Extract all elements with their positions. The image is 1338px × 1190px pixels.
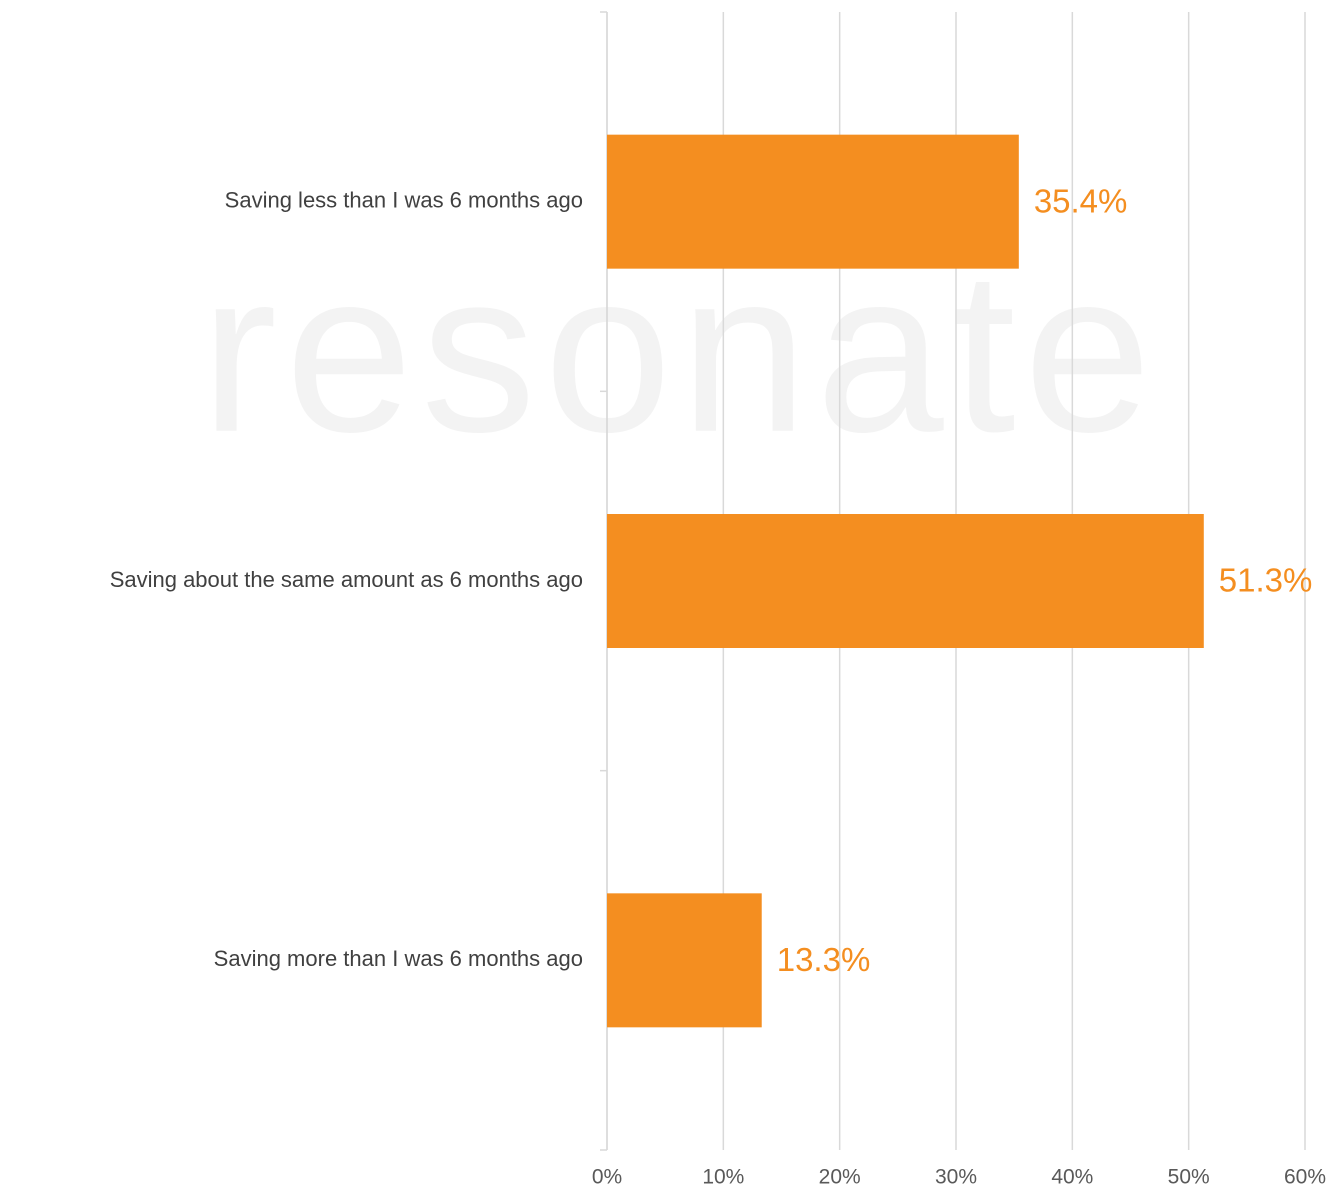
bar (607, 893, 762, 1028)
x-tick-label: 60% (1284, 1166, 1326, 1189)
x-tick-label: 30% (935, 1166, 977, 1189)
y-tick-label: Saving about the same amount as 6 months… (110, 567, 583, 592)
value-label: 13.3% (777, 941, 871, 978)
bar (607, 514, 1204, 648)
x-tick-label: 10% (702, 1166, 744, 1189)
x-tick-label: 20% (819, 1166, 861, 1189)
y-tick-label: Saving less than I was 6 months ago (225, 187, 583, 212)
value-label: 51.3% (1219, 562, 1313, 599)
x-tick-label: 40% (1051, 1166, 1093, 1189)
x-tick-label: 50% (1168, 1166, 1210, 1189)
value-label: 35.4% (1034, 182, 1128, 219)
y-tick-label: Saving more than I was 6 months ago (214, 946, 583, 971)
bar (607, 134, 1019, 269)
x-tick-label: 0% (592, 1166, 622, 1189)
